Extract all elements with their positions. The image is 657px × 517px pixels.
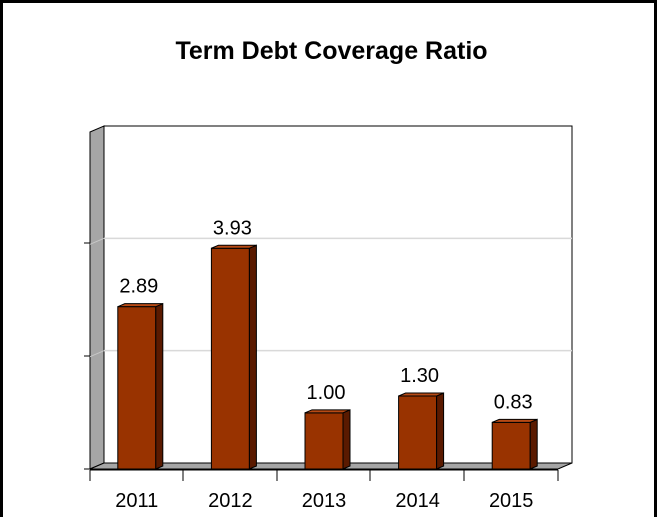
data-label: 3.93 xyxy=(213,217,252,239)
bar-side xyxy=(342,409,351,470)
bar-front xyxy=(304,412,344,470)
bar-side xyxy=(529,418,538,470)
bar-side xyxy=(248,244,257,470)
bar-top xyxy=(304,409,351,414)
bar-front xyxy=(117,306,157,470)
data-label: 0.83 xyxy=(494,391,533,413)
x-tick-label: 2014 xyxy=(395,490,440,512)
bar xyxy=(398,392,445,470)
bar xyxy=(491,418,538,470)
data-label: 2.89 xyxy=(119,276,158,298)
bar-front xyxy=(491,421,531,470)
gridline xyxy=(89,350,105,358)
x-tick-label: 2013 xyxy=(302,490,347,512)
chart-title: Term Debt Coverage Ratio xyxy=(175,37,488,65)
bar xyxy=(304,409,351,470)
bar-top xyxy=(211,244,257,249)
bar xyxy=(210,244,257,470)
x-tick-label: 2015 xyxy=(489,490,534,512)
bar-top xyxy=(492,418,538,423)
bar-front xyxy=(398,395,438,470)
bar xyxy=(117,302,164,470)
data-label: 1.00 xyxy=(307,382,346,404)
bar-side xyxy=(155,302,164,470)
bar-top xyxy=(398,392,444,397)
bar-side xyxy=(436,392,445,470)
data-label: 1.30 xyxy=(400,365,439,387)
bar-top xyxy=(117,303,163,308)
left-wall xyxy=(89,125,105,470)
bar-front xyxy=(210,247,250,470)
x-tick-label: 2011 xyxy=(115,490,158,512)
gridline xyxy=(89,237,105,245)
x-tick-label: 2012 xyxy=(208,490,253,512)
